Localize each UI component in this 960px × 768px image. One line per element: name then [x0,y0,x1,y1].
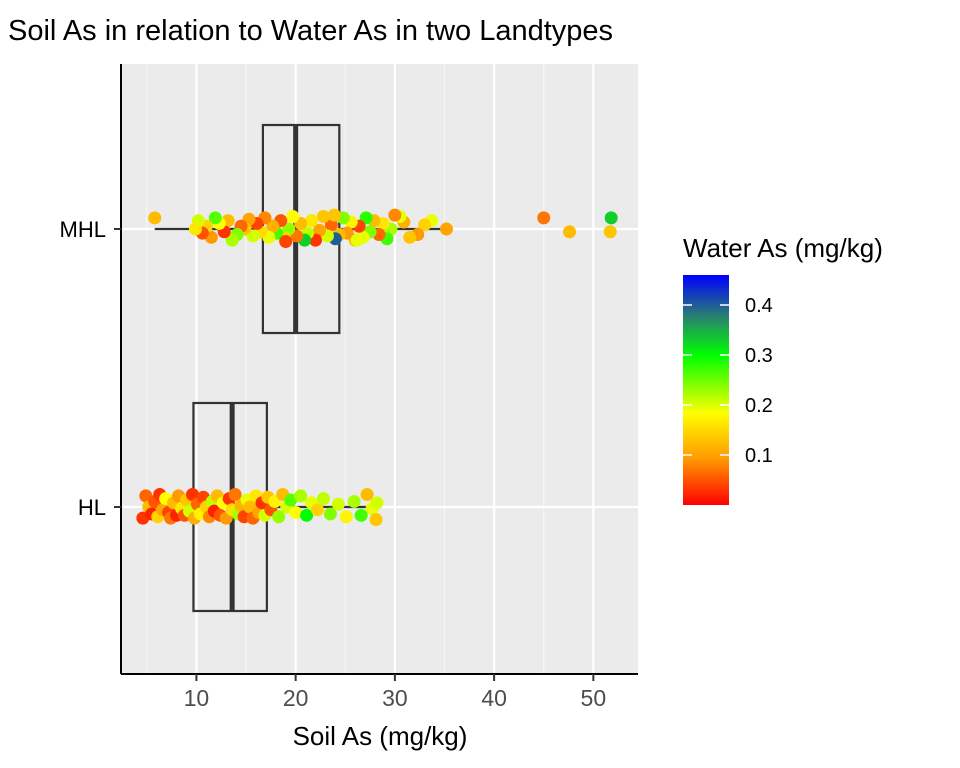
data-point [208,211,222,225]
y-tick-label: MHL [60,217,106,242]
data-point [388,208,402,222]
data-point [350,233,364,247]
data-point [312,223,326,237]
data-point [369,513,383,527]
x-tick-label: 30 [382,685,408,711]
jitter-points-layer [136,208,618,527]
data-point [225,233,239,247]
plot-panel [122,64,638,674]
colorbar-tick-label: 0.1 [745,445,773,467]
x-tick-label: 40 [481,685,507,711]
colorbar-ticks: 0.1 0.2 0.3 0.4 [683,295,773,467]
legend: Water As (mg/kg) 0.1 0.2 0.3 0.4 [683,233,883,505]
data-point [418,218,432,232]
data-point [188,222,202,236]
data-point [316,209,330,223]
data-point [310,503,324,517]
data-point [323,507,337,521]
data-point [282,222,296,236]
data-point [360,487,374,501]
x-axis-title: Soil As (mg/kg) [293,721,468,751]
data-point [347,494,361,508]
y-axis-ticks: MHL HL [60,217,121,520]
colorbar [683,275,729,505]
x-tick-label: 50 [581,685,607,711]
colorbar-tick-label: 0.4 [745,295,773,317]
data-point [286,209,300,223]
data-point [370,496,384,510]
colorbar-tick-label: 0.3 [745,345,773,367]
data-point [272,510,286,524]
data-point [228,487,242,501]
data-point [279,235,293,249]
y-tick-label: HL [78,495,106,520]
data-point [563,225,577,239]
x-axis-ticks: 10 20 30 40 50 [184,674,607,711]
data-point [316,492,330,506]
data-point [403,230,417,244]
data-point [354,508,368,522]
data-point [185,487,199,501]
data-point [439,222,453,236]
legend-title: Water As (mg/kg) [683,233,883,263]
data-point [603,225,617,239]
data-point [294,489,308,503]
colorbar-tick-label: 0.2 [745,395,773,417]
data-point [300,508,314,522]
data-point [604,211,618,225]
data-point [327,208,341,222]
x-tick-label: 10 [184,685,210,711]
data-point [148,211,162,225]
chart-title: Soil As in relation to Water As in two L… [8,15,613,47]
data-point [305,214,319,228]
data-point [289,506,303,520]
data-point [284,493,298,507]
x-tick-label: 20 [283,685,309,711]
data-point [266,219,280,233]
data-point [331,497,345,511]
data-point [339,510,353,524]
data-point [537,211,551,225]
